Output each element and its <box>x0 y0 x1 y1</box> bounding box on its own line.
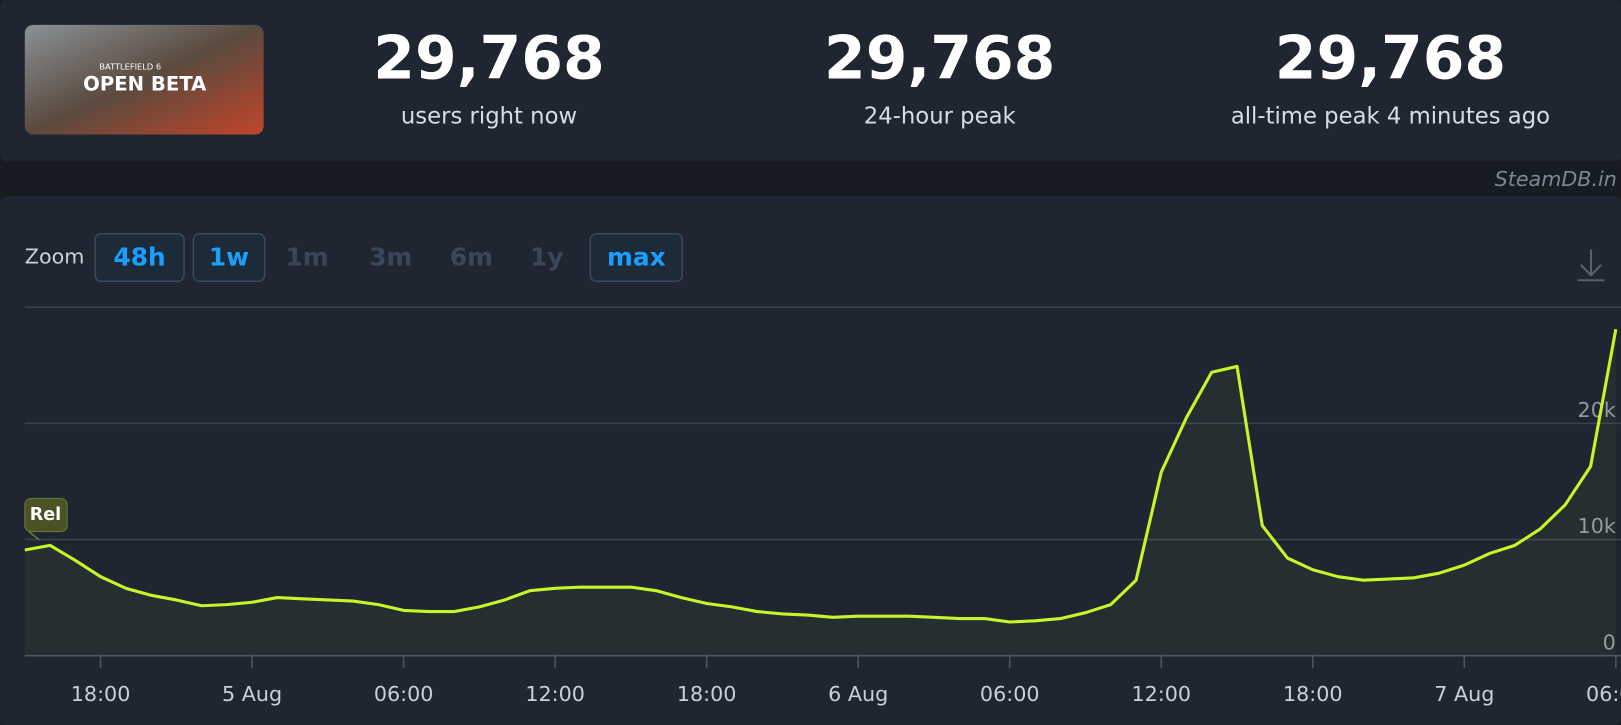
stat-label: users right now <box>401 103 577 129</box>
image-text: OPEN BETA <box>83 72 207 95</box>
stats-panel <box>0 0 1621 162</box>
zoom-button[interactable] <box>94 232 185 283</box>
x-tick-label: 12:00 <box>525 682 585 706</box>
zoom-button-label[interactable]: 1y <box>530 243 563 272</box>
annotation-connector <box>28 530 40 541</box>
stat-label: 24-hour peak <box>864 103 1017 129</box>
zoom-button-label[interactable]: 1m <box>285 243 328 272</box>
stat-value: 29,768 <box>373 24 604 94</box>
stat-value: 29,768 <box>1275 24 1506 94</box>
x-tick-label: 18:00 <box>1283 682 1343 706</box>
chart-panel <box>0 196 1621 725</box>
x-tick-label: 18:00 <box>71 682 131 706</box>
zoom-button-label[interactable]: 6m <box>450 243 493 272</box>
zoom-button[interactable] <box>192 232 266 283</box>
zoom-button[interactable] <box>589 232 684 283</box>
x-tick-label: 06:00 <box>980 682 1040 706</box>
watermark: SteamDB.in <box>1495 167 1617 191</box>
download-icon[interactable] <box>1577 249 1605 282</box>
image-text: BATTLEFIELD 6 <box>99 62 161 72</box>
annotation-label: Rel <box>30 505 61 525</box>
x-tick-label: 5 Aug <box>222 682 282 706</box>
zoom-button-label[interactable]: max <box>607 243 666 272</box>
zoom-button-label[interactable]: 48h <box>113 243 165 272</box>
y-tick-label: 0 <box>1603 630 1616 654</box>
line <box>24 328 1618 624</box>
x-tick-label: 18:00 <box>677 682 737 706</box>
area <box>24 329 1616 656</box>
stat-value: 29,768 <box>824 24 1055 94</box>
x-tick-label: 12:00 <box>1131 682 1191 706</box>
x-tick-label: 6 Aug <box>828 682 888 706</box>
zoom-button-label[interactable]: 3m <box>369 243 412 272</box>
y-tick-label: 20k <box>1578 398 1616 422</box>
game-image <box>24 24 264 135</box>
stat-label: all-time peak 4 minutes ago <box>1231 103 1550 129</box>
y-tick-label: 10k <box>1578 514 1616 538</box>
annotation-box <box>24 497 68 533</box>
zoom-label: Zoom <box>25 245 85 269</box>
x-tick-label: 7 Aug <box>1434 682 1494 706</box>
x-tick-label: 06:00 <box>374 682 434 706</box>
x-tick-label: 06:00 <box>1586 682 1621 706</box>
zoom-button-label[interactable]: 1w <box>209 243 249 272</box>
